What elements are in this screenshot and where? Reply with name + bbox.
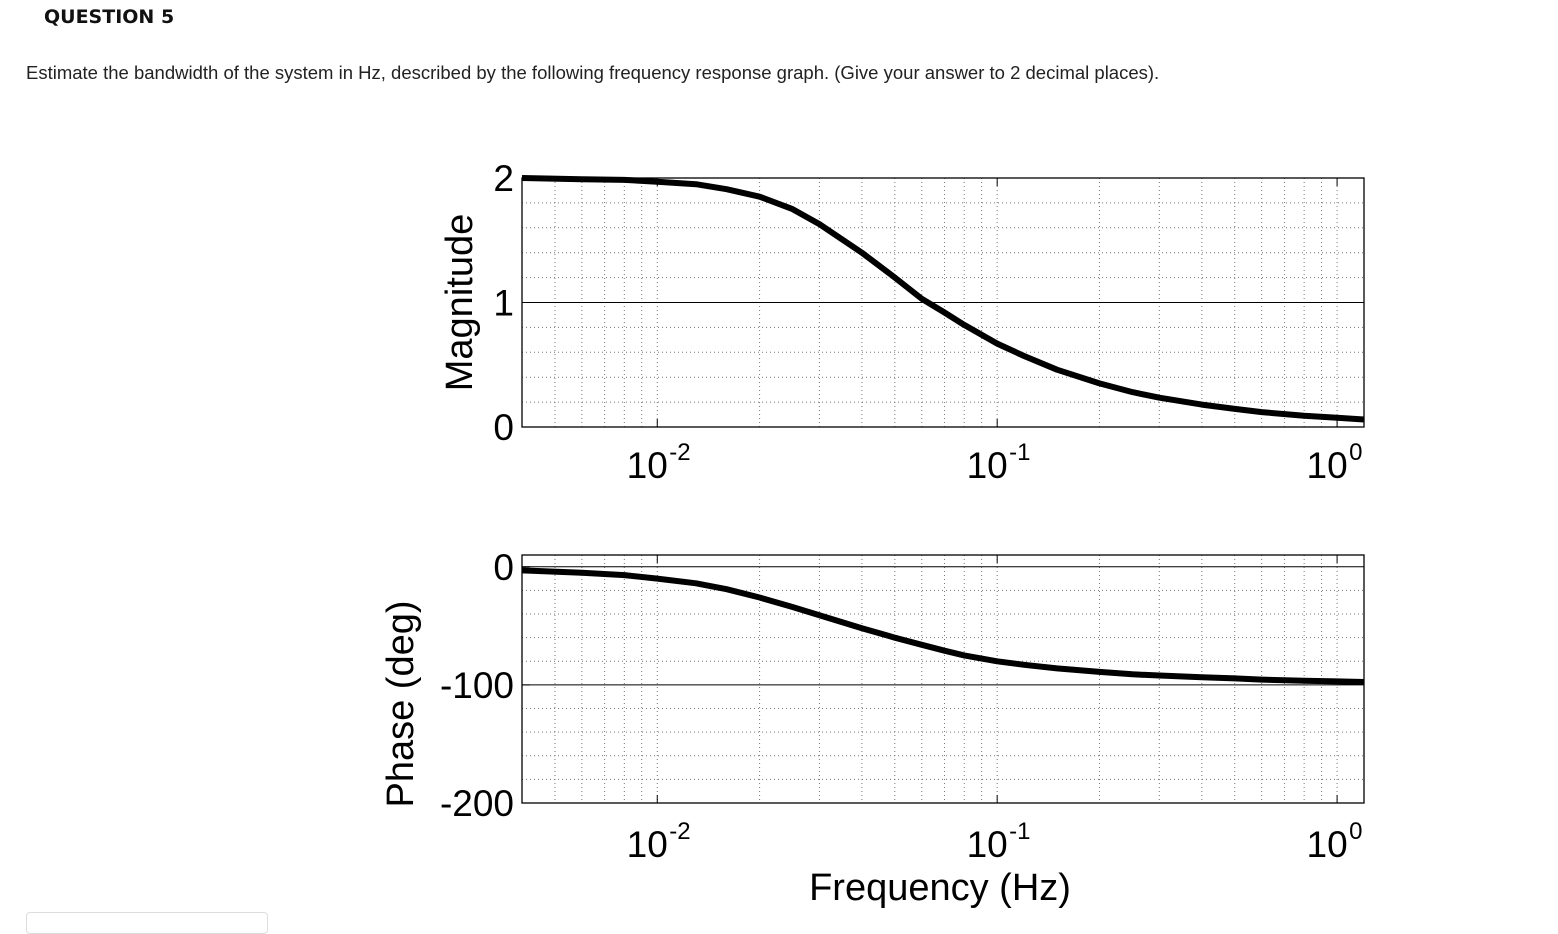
phase-xtick-exponent: -1: [1009, 818, 1030, 845]
phase-xtick-exponent: 0: [1349, 818, 1362, 845]
magnitude-xtick-exponent: -1: [1009, 439, 1030, 466]
phase-xtick-label: 10: [1307, 824, 1348, 865]
phase-ylabel: Phase (deg): [380, 600, 422, 807]
phase-series-line: [521, 567, 1365, 685]
magnitude-xtick-label: 10: [1307, 445, 1348, 486]
magnitude-ylabel: Magnitude: [439, 214, 481, 391]
question-title: QUESTION 5: [44, 6, 175, 28]
answer-box-edge: [26, 912, 268, 934]
phase-xtick-exponent: -2: [669, 818, 690, 845]
phase-ytick-label: -200: [440, 783, 514, 824]
magnitude-ytick-label: 1: [493, 283, 514, 324]
magnitude-series-line: [521, 175, 1365, 423]
phase-ytick-label: -100: [440, 665, 514, 706]
phase-ytick-label: 0: [493, 547, 514, 588]
magnitude-xtick-exponent: -2: [669, 439, 690, 466]
phase-xtick-label: 10: [627, 824, 668, 865]
magnitude-xtick-label: 10: [627, 445, 668, 486]
magnitude-ytick-label: 0: [493, 407, 514, 448]
question-text: Estimate the bandwidth of the system in …: [26, 62, 1160, 83]
phase-xlabel: Frequency (Hz): [809, 867, 1071, 909]
magnitude-xtick-exponent: 0: [1349, 439, 1362, 466]
magnitude-xtick-label: 10: [967, 445, 1008, 486]
phase-xtick-label: 10: [967, 824, 1008, 865]
magnitude-ytick-label: 2: [493, 158, 514, 199]
